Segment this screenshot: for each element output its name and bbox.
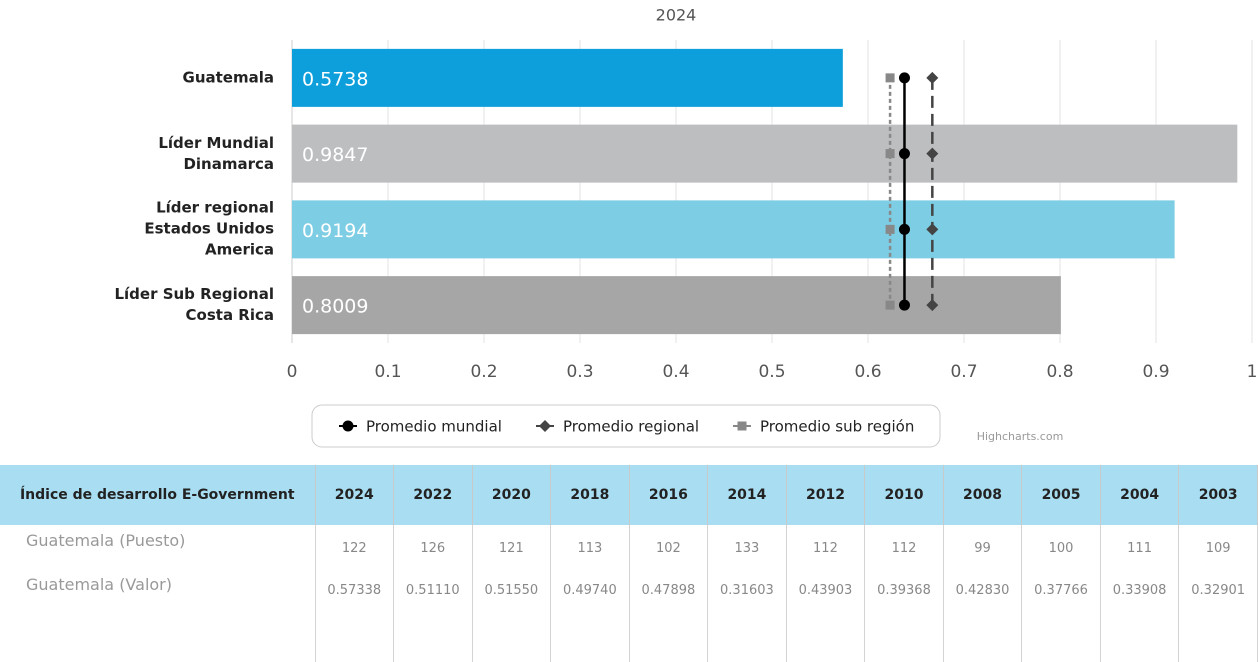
table-header-cell: Índice de desarrollo E-Government [0,465,316,525]
table-header-cell: 2024 [315,465,395,525]
legend-label: Promedio sub región [760,418,914,436]
table-header-cell: 2008 [943,465,1023,525]
data-label: 0.8009 [302,296,368,318]
data-table: Índice de desarrollo E-Government 2024 202… [0,465,1258,662]
table-cell: 0.51550 [472,571,552,662]
table-cell: 0.33908 [1100,571,1180,662]
x-tick-label: 0 [287,362,298,382]
data-label: 0.5738 [302,68,368,90]
marker [926,299,939,312]
marker [898,72,910,84]
table-cell: Guatemala (Puesto) [0,525,316,571]
x-tick-label: 1 [1247,362,1258,382]
table-header-cell: 2003 [1178,465,1258,525]
table-row: Guatemala (Valor) 0.57338 0.51110 0.51550 0.… [0,571,1258,662]
x-tick-label: 0.8 [1046,362,1073,382]
table-header-cell: 2022 [393,465,473,525]
marker [898,299,910,311]
bar [292,48,843,107]
table-cell: 99 [943,525,1023,571]
table-cell: 0.51110 [393,571,473,662]
table-cell: 112 [864,525,944,571]
marker [926,71,939,84]
x-tick-label: 0.9 [1142,362,1169,382]
data-label: 0.9847 [302,144,368,166]
table-cell: 0.57338 [315,571,395,662]
marker [926,147,939,160]
marker [898,148,910,160]
table-header-cell: 2016 [629,465,709,525]
legend-label: Promedio regional [563,418,699,436]
credit: Highcharts.com [977,430,1064,443]
table-cell: 0.31603 [707,571,787,662]
marker [885,224,895,234]
marker [926,223,939,236]
table-header-cell: 2018 [550,465,630,525]
marker [342,420,354,432]
table-cell: 126 [393,525,473,571]
x-tick-label: 0.1 [374,362,401,382]
category-label: Líder regional Estados Unidos America [144,198,274,259]
category-label: Líder Sub Regional Costa Rica [114,285,274,325]
bar [292,200,1175,259]
x-tick-label: 0.4 [662,362,689,382]
x-tick-label: 0.3 [566,362,593,382]
x-tick-label: 0.5 [758,362,785,382]
bar [292,124,1238,183]
table-cell: 0.37766 [1021,571,1101,662]
table-header-cell: 2004 [1100,465,1180,525]
table-header-cell: 2012 [786,465,866,525]
table-cell: 0.49740 [550,571,630,662]
legend-box [311,404,941,448]
table-cell: 112 [786,525,866,571]
data-label: 0.9194 [302,220,368,242]
bar [292,276,1061,335]
table-cell: 0.47898 [629,571,709,662]
table-cell: 102 [629,525,709,571]
marker [898,223,910,235]
table-cell: 133 [707,525,787,571]
chart-title: 2024 [656,6,697,25]
table-cell: 0.43903 [786,571,866,662]
marker [539,420,551,432]
table-header-cell: 2020 [472,465,552,525]
marker [885,149,895,159]
legend-label: Promedio mundial [366,418,502,436]
marker [737,421,747,431]
category-label: Guatemala [182,68,274,87]
table-header-cell: 2014 [707,465,787,525]
table-row: Guatemala (Puesto) 122 126 121 113 102 133 112 1… [0,525,1258,571]
marker [885,300,895,310]
table-cell: 100 [1021,525,1101,571]
table-cell: Guatemala (Valor) [0,571,316,662]
table-cell: 0.32901 [1178,571,1258,662]
table-header-cell: 2010 [864,465,944,525]
table-cell: 113 [550,525,630,571]
x-tick-label: 0.2 [470,362,497,382]
table-cell: 122 [315,525,395,571]
category-label: Líder Mundial Dinamarca [158,133,274,173]
marker [885,73,895,83]
x-tick-label: 0.6 [854,362,881,382]
table-cell: 121 [472,525,552,571]
page: {"chart_data": {"type": "bar", "orientat… [0,5,1258,662]
x-tick-label: 0.7 [950,362,977,382]
table-cell: 111 [1100,525,1180,571]
table-cell: 109 [1178,525,1258,571]
chart: 2024 Highcharts.com 0 0.1 0.2 0.3 0.4 0.5 0.6 0… [287,6,1258,448]
table-cell: 0.39368 [864,571,944,662]
table-cell: 0.42830 [943,571,1023,662]
table-header-cell: 2005 [1021,465,1101,525]
